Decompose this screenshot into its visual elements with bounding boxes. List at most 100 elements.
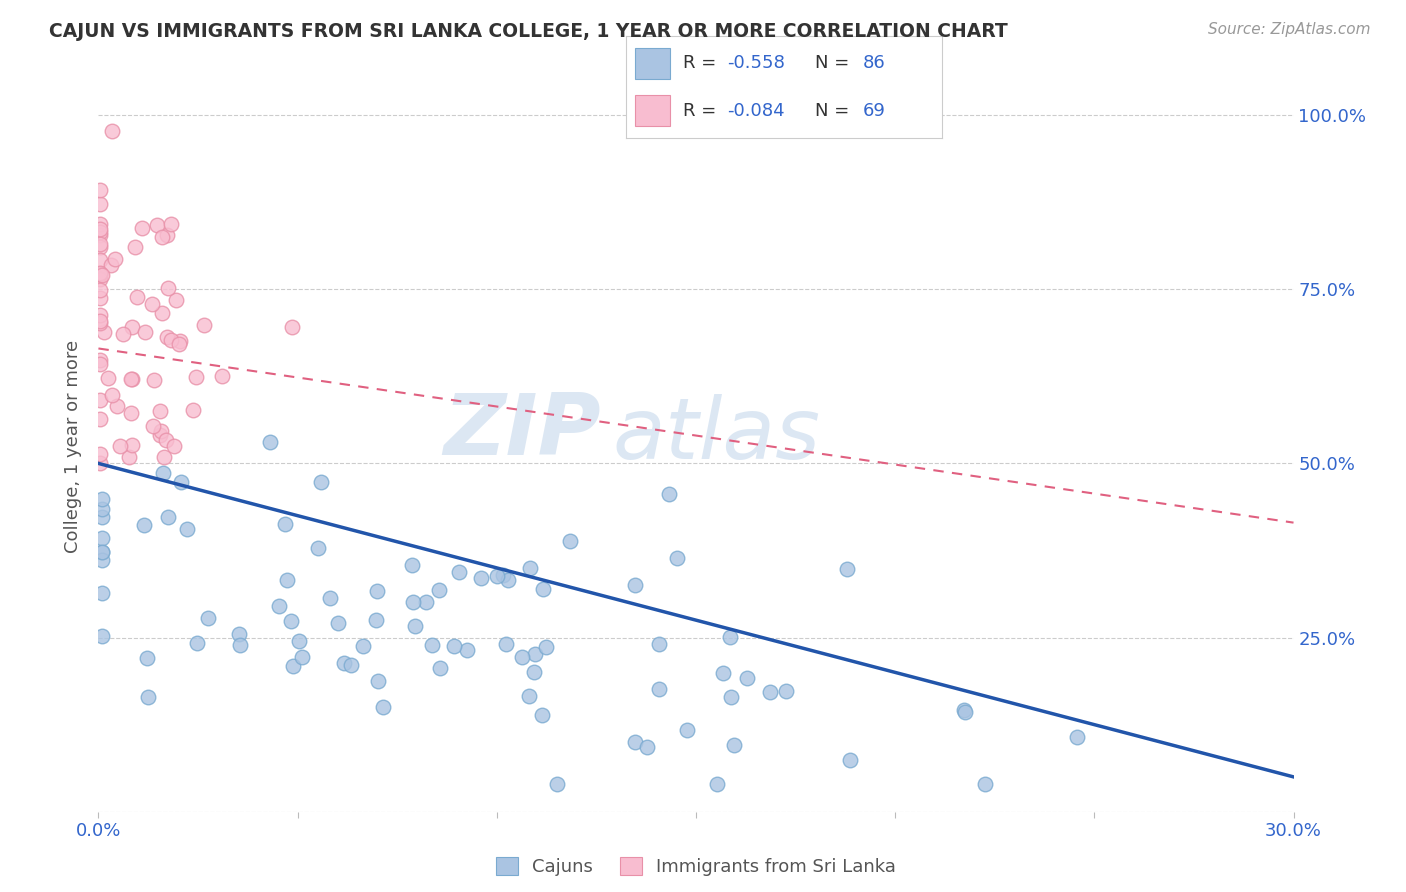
- FancyBboxPatch shape: [636, 48, 669, 78]
- Point: [281, 659, 304, 673]
- Point: [91, 629, 114, 643]
- Point: [530, 708, 553, 723]
- Text: -0.558: -0.558: [727, 54, 785, 72]
- Point: [91, 531, 114, 545]
- Point: [121, 320, 143, 334]
- Point: [155, 433, 177, 447]
- Point: [333, 656, 356, 670]
- Y-axis label: College, 1 year or more: College, 1 year or more: [65, 340, 83, 552]
- Point: [169, 334, 191, 349]
- Point: [91, 553, 114, 567]
- Point: [647, 681, 669, 696]
- Point: [89, 228, 111, 243]
- Point: [134, 518, 156, 533]
- Point: [141, 297, 163, 311]
- Point: [415, 595, 437, 609]
- Point: [91, 509, 114, 524]
- Point: [104, 252, 127, 267]
- Point: [167, 336, 190, 351]
- Point: [93, 325, 115, 339]
- Point: [429, 661, 451, 675]
- Point: [402, 594, 425, 608]
- Point: [711, 665, 734, 680]
- Point: [91, 586, 114, 600]
- Point: [523, 665, 546, 680]
- Text: -0.084: -0.084: [727, 102, 785, 120]
- Point: [211, 368, 233, 383]
- Point: [156, 227, 179, 242]
- Point: [135, 650, 157, 665]
- Point: [156, 509, 179, 524]
- Point: [91, 501, 114, 516]
- Point: [443, 639, 465, 653]
- Point: [352, 640, 374, 654]
- Point: [666, 550, 689, 565]
- Point: [723, 739, 745, 753]
- Point: [558, 533, 581, 548]
- Point: [658, 487, 681, 501]
- Point: [274, 517, 297, 532]
- Point: [735, 671, 758, 685]
- Point: [142, 418, 165, 433]
- Point: [1066, 730, 1088, 744]
- Point: [153, 450, 176, 465]
- FancyBboxPatch shape: [636, 95, 669, 126]
- Point: [229, 638, 252, 652]
- Point: [280, 614, 302, 628]
- Point: [89, 456, 111, 470]
- Point: [89, 412, 111, 426]
- Point: [491, 568, 513, 582]
- Point: [498, 573, 520, 587]
- Point: [720, 690, 742, 705]
- Point: [404, 618, 426, 632]
- Point: [89, 240, 111, 254]
- Point: [953, 703, 976, 717]
- Text: Source: ZipAtlas.com: Source: ZipAtlas.com: [1208, 22, 1371, 37]
- Text: atlas: atlas: [613, 393, 820, 476]
- Point: [89, 222, 111, 236]
- Point: [519, 560, 541, 574]
- Point: [420, 638, 443, 652]
- Point: [91, 545, 114, 559]
- Point: [134, 325, 156, 339]
- Point: [156, 330, 179, 344]
- Point: [118, 450, 141, 465]
- Text: N =: N =: [815, 102, 855, 120]
- Point: [89, 267, 111, 281]
- Point: [89, 357, 111, 371]
- Point: [136, 690, 159, 705]
- Point: [149, 404, 172, 418]
- Point: [120, 406, 142, 420]
- Point: [546, 777, 568, 791]
- Point: [121, 438, 143, 452]
- Point: [146, 218, 169, 232]
- Point: [89, 283, 111, 297]
- Point: [101, 388, 124, 402]
- Point: [281, 320, 304, 334]
- Text: N =: N =: [815, 54, 855, 72]
- Text: R =: R =: [683, 54, 721, 72]
- Point: [152, 466, 174, 480]
- Point: [193, 318, 215, 333]
- Point: [89, 314, 111, 328]
- Point: [121, 372, 143, 386]
- Point: [366, 584, 388, 599]
- Point: [318, 591, 340, 606]
- Point: [648, 636, 671, 650]
- Point: [447, 566, 470, 580]
- Point: [89, 316, 111, 330]
- Point: [89, 268, 111, 282]
- Point: [91, 545, 114, 559]
- Point: [89, 265, 111, 279]
- Point: [125, 290, 148, 304]
- Point: [131, 220, 153, 235]
- Point: [401, 558, 423, 573]
- Point: [495, 637, 517, 651]
- Point: [91, 492, 114, 507]
- Point: [160, 333, 183, 347]
- Point: [531, 582, 554, 596]
- Point: [427, 582, 450, 597]
- Point: [676, 723, 699, 737]
- Point: [524, 647, 547, 661]
- Point: [165, 293, 187, 307]
